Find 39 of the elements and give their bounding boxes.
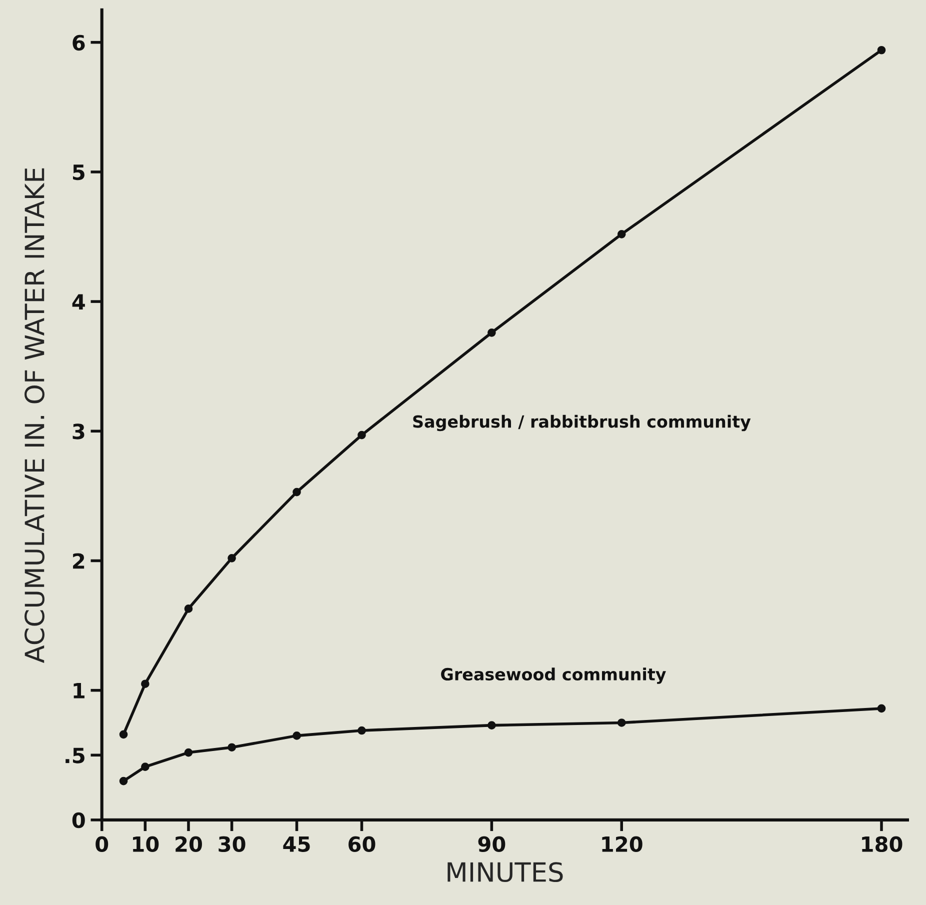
x-tick-label: 45	[283, 836, 310, 852]
point	[358, 430, 366, 440]
point	[617, 718, 626, 727]
y-tick-label: 6	[72, 34, 85, 51]
x-tick-label: 180	[862, 836, 902, 852]
y-tick-label: 2	[73, 553, 84, 569]
point	[141, 680, 150, 688]
x-tick-label: 60	[348, 836, 376, 852]
point	[184, 748, 193, 757]
x-tick-label: 30	[218, 836, 246, 852]
point	[358, 726, 366, 735]
x-tick-label: 10	[133, 836, 159, 852]
point	[877, 704, 886, 713]
point	[292, 488, 301, 496]
point	[184, 604, 193, 613]
y-tick-label: 3	[72, 424, 84, 440]
y-tick-label: 1	[74, 683, 84, 698]
series-label: Sagebrush / rabbitbrush community	[413, 414, 751, 432]
point	[877, 46, 886, 54]
x-tick-label: 120	[602, 836, 642, 852]
x-tick-label: 0	[96, 836, 108, 852]
x-axis-title: MINUTES	[448, 862, 563, 882]
point	[488, 721, 496, 730]
y-tick-label: 5	[73, 164, 84, 180]
point	[119, 776, 128, 786]
x-tick-label: 90	[478, 836, 506, 852]
point	[228, 743, 236, 752]
point	[292, 732, 301, 740]
x-tick-label: 20	[176, 836, 202, 852]
y-tick-label: 4	[72, 294, 85, 310]
y-tick-label: 0	[72, 812, 85, 828]
point	[119, 730, 128, 739]
text: Greasewood community	[441, 668, 666, 684]
point	[141, 762, 150, 771]
point	[488, 328, 496, 337]
point	[617, 230, 626, 238]
y-tick-label: .5	[66, 748, 84, 764]
y-axis-title: ACCUMULATIVE IN. OF WATER INTAKE	[24, 168, 44, 664]
point	[228, 554, 236, 562]
